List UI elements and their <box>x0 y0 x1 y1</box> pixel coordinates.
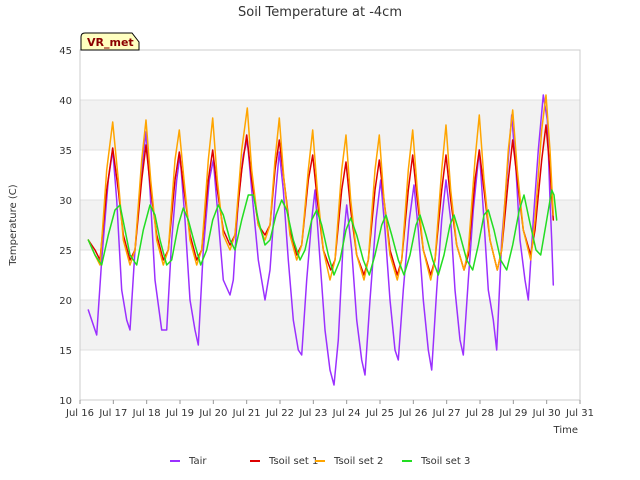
y-tick-label: 45 <box>59 46 72 57</box>
site-badge: VR_met <box>80 32 140 51</box>
legend-label: Tsoil set 2 <box>333 456 383 467</box>
badge-box <box>80 32 140 51</box>
x-tick-label: Jul 16 <box>65 408 94 419</box>
x-axis-ticks: Jul 16 Jul 17 Jul 18 Jul 19 Jul 20 Jul 21 Jul … <box>65 400 594 419</box>
x-tick-label: Jul 27 <box>432 408 461 419</box>
x-tick-label: Jul 29 <box>498 408 527 419</box>
series-line-tsoil-set-2 <box>87 94 555 281</box>
x-tick-label: Jul 22 <box>265 408 294 419</box>
plot-bands <box>80 100 580 350</box>
x-tick-label: Jul 23 <box>298 408 327 419</box>
y-tick-label: 10 <box>59 396 72 407</box>
x-axis-label: Time <box>553 425 578 436</box>
y-tick-label: 30 <box>59 196 72 207</box>
y-tick-label: 15 <box>59 346 72 357</box>
legend-label: Tsoil set 1 <box>268 456 318 467</box>
x-tick-label: Jul 28 <box>465 408 494 419</box>
x-tick-label: Jul 25 <box>365 408 394 419</box>
x-tick-label: Jul 20 <box>198 408 227 419</box>
x-tick-label: Jul 26 <box>398 408 427 419</box>
y-axis-ticks: 10 15 20 25 30 35 40 45 <box>59 46 72 407</box>
series-line-tair <box>87 94 555 386</box>
legend-label: Tsoil set 3 <box>420 456 470 467</box>
series-lines <box>87 94 558 386</box>
x-tick-label: Jul 24 <box>332 408 361 419</box>
legend-label: Tair <box>188 456 207 467</box>
plot-band <box>80 100 580 150</box>
legend: Tair Tsoil set 1 Tsoil set 2 Tsoil set 3 <box>170 456 470 467</box>
plot-frame <box>79 49 581 401</box>
plot-band <box>80 300 580 350</box>
x-tick-label: Jul 30 <box>532 408 561 419</box>
legend-item: Tsoil set 2 <box>315 456 383 467</box>
y-axis-label: Temperature (C) <box>8 184 19 266</box>
badge-label: VR_met <box>87 36 134 49</box>
legend-item: Tair <box>170 456 207 467</box>
y-tick-label: 25 <box>59 246 72 257</box>
series-line-tsoil-set-3 <box>87 189 558 276</box>
chart-title: Soil Temperature at -4cm <box>238 5 402 20</box>
x-tick-label: Jul 31 <box>565 408 594 419</box>
x-tick-label: Jul 19 <box>165 408 194 419</box>
y-tick-label: 35 <box>59 146 72 157</box>
x-tick-label: Jul 21 <box>232 408 261 419</box>
legend-item: Tsoil set 3 <box>402 456 470 467</box>
y-tick-label: 40 <box>59 96 72 107</box>
x-tick-label: Jul 18 <box>132 408 161 419</box>
legend-item: Tsoil set 1 <box>250 456 318 467</box>
x-tick-label: Jul 17 <box>98 408 127 419</box>
y-tick-label: 20 <box>59 296 72 307</box>
